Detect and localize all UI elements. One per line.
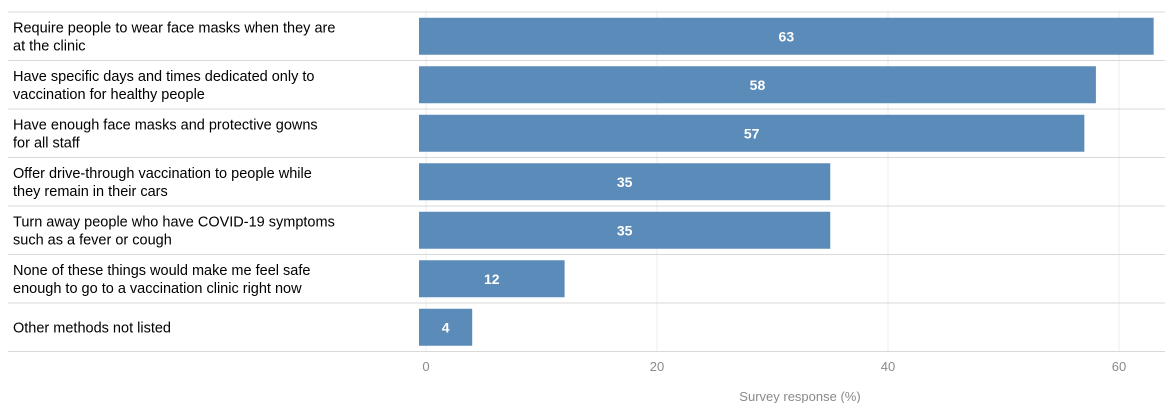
category-label: Turn away people who have COVID-19 sympt… — [13, 214, 335, 230]
x-tick-label: 40 — [881, 359, 895, 374]
category-labels: Require people to wear face masks when t… — [13, 20, 335, 336]
bar-value-label: 35 — [617, 174, 633, 190]
category-label: Offer drive-through vaccination to peopl… — [13, 166, 312, 182]
category-label: vaccination for healthy people — [13, 87, 205, 103]
category-label: they remain in their cars — [13, 184, 168, 200]
category-label: at the clinic — [13, 38, 86, 54]
bar-value-label: 4 — [442, 319, 450, 335]
x-tick-label: 20 — [650, 359, 664, 374]
category-label: such as a fever or cough — [13, 232, 172, 248]
category-label: Have specific days and times dedicated o… — [13, 69, 314, 85]
bar-value-label: 58 — [750, 77, 766, 93]
x-axis-title: Survey response (%) — [739, 389, 860, 403]
category-label: for all staff — [13, 135, 81, 151]
x-tick-label: 0 — [422, 359, 429, 374]
category-label: Require people to wear face masks when t… — [13, 20, 335, 36]
category-label: Have enough face masks and protective go… — [13, 117, 318, 133]
x-axis-ticks: 0 20 40 60 — [422, 359, 1126, 374]
bar-value-label: 63 — [779, 28, 795, 44]
category-label: enough to go to a vaccination clinic rig… — [13, 281, 302, 297]
bars: 63 58 57 35 35 12 4 — [419, 18, 1154, 346]
category-label: Other methods not listed — [13, 320, 171, 336]
x-tick-label: 60 — [1112, 359, 1126, 374]
bar-value-label: 12 — [484, 271, 500, 287]
category-label: None of these things would make me feel … — [13, 263, 310, 279]
bar-value-label: 35 — [617, 222, 633, 238]
bar-value-label: 57 — [744, 125, 760, 141]
